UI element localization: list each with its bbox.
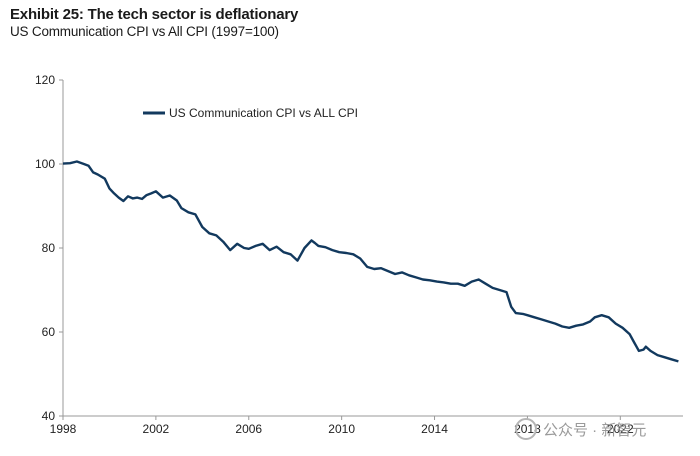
x-tick-label: 2006	[235, 422, 262, 436]
chart-subtitle: US Communication CPI vs All CPI (1997=10…	[10, 24, 279, 39]
watermark: 公众号 · 新智元	[515, 418, 646, 440]
y-tick-label: 120	[35, 73, 55, 87]
wechat-icon	[515, 418, 537, 440]
legend: US Communication CPI vs ALL CPI	[143, 106, 358, 120]
x-tick-label: 1998	[50, 422, 77, 436]
x-tick-label: 2022	[607, 422, 634, 436]
y-tick-label: 80	[42, 241, 56, 255]
y-ticks: 40 60 80 100 120	[35, 73, 63, 423]
y-tick-label: 40	[42, 409, 56, 423]
x-tick-label: 2014	[421, 422, 448, 436]
legend-label: US Communication CPI vs ALL CPI	[169, 106, 358, 120]
series-line-communication-cpi	[62, 160, 679, 363]
chart-title: Exhibit 25: The tech sector is deflation…	[10, 6, 299, 23]
x-tick-label: 2010	[328, 422, 355, 436]
watermark-text: 公众号 · 新智元	[543, 421, 647, 439]
y-tick-label: 60	[42, 325, 56, 339]
x-tick-label: 2002	[143, 422, 170, 436]
y-tick-label: 100	[35, 157, 55, 171]
